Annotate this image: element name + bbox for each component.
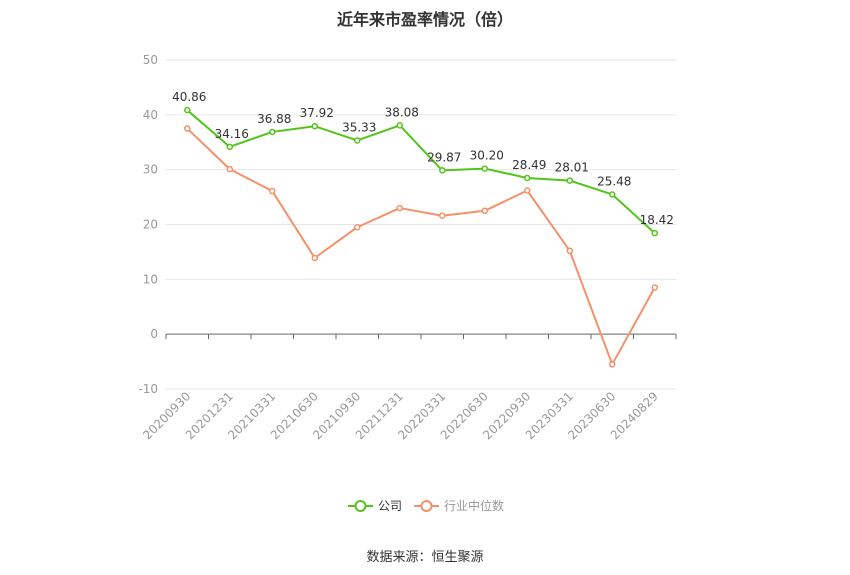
company-point (396, 122, 403, 129)
company-point (481, 165, 488, 172)
industry-point (609, 361, 616, 368)
y-tick-label: 50 (143, 53, 158, 67)
data-label: 38.08 (385, 105, 419, 119)
series-layer (184, 106, 658, 368)
company-point (439, 167, 446, 174)
y-tick-label: 10 (143, 272, 158, 286)
industry-point (651, 284, 658, 291)
data-label: 36.88 (257, 112, 291, 126)
industry-point (481, 207, 488, 215)
data-label: 25.48 (597, 174, 631, 188)
y-tick-label: 30 (143, 163, 158, 177)
industry-line (186, 127, 656, 366)
data-source: 数据来源：恒生聚源 (366, 550, 484, 565)
company-point (269, 128, 276, 136)
company-point (609, 191, 616, 198)
company-point (226, 143, 233, 151)
data-label: 18.42 (640, 213, 674, 227)
data-label: 34.16 (215, 127, 249, 141)
legend-item-industry[interactable]: 行业中位数 (414, 498, 504, 513)
legend-label: 行业中位数 (444, 498, 504, 513)
data-label: 35.33 (342, 120, 376, 134)
data-label: 29.87 (427, 150, 461, 164)
data-label: 28.49 (512, 158, 546, 172)
legend[interactable]: 公司 行业中位数 (348, 498, 504, 513)
data-label: 40.86 (172, 90, 206, 104)
industry-point (396, 204, 403, 212)
company-point (184, 106, 191, 114)
industry-point (226, 165, 233, 173)
data-label: 37.92 (300, 106, 334, 120)
industry-point (311, 254, 318, 262)
company-point (311, 122, 318, 130)
legend-marker (354, 500, 367, 512)
industry-point (269, 187, 276, 195)
company-point (524, 174, 531, 182)
data-label: 30.20 (470, 149, 504, 163)
grid-layer (166, 59, 676, 390)
industry-point (566, 247, 573, 255)
industry-point (439, 212, 446, 219)
industry-point (354, 223, 361, 231)
y-tick-label: -10 (138, 382, 158, 396)
legend-marker (420, 500, 433, 512)
label-layer: 40.86 34.16 36.88 37.92 35.33 38.08 29.87 30.20… (172, 90, 674, 227)
y-tick-label: 20 (143, 218, 158, 232)
company-point (354, 137, 361, 144)
data-label: 28.01 (555, 161, 589, 175)
company-point (651, 229, 658, 237)
industry-point (184, 125, 191, 132)
y-tick-label: 0 (150, 327, 158, 341)
company-point (566, 177, 573, 184)
legend-item-company[interactable]: 公司 (348, 499, 402, 513)
chart-title: 近年来市盈率情况（倍） (336, 10, 513, 29)
legend-label: 公司 (378, 499, 402, 513)
company-line (186, 109, 656, 234)
y-tick-label: 40 (143, 108, 158, 122)
industry-point (524, 187, 531, 194)
